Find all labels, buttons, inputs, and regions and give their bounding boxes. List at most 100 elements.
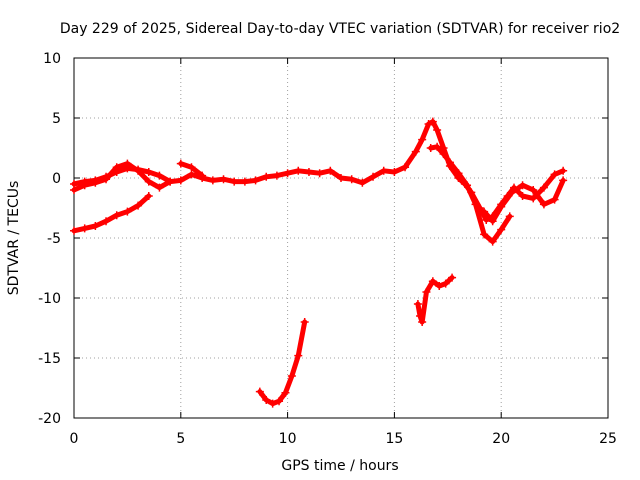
data-point [275,397,284,406]
data-point [497,225,506,234]
series-arc-main [70,117,568,224]
data-point [416,312,425,320]
data-point [102,175,111,184]
data-point [379,166,388,175]
x-tick-label: 5 [176,431,185,447]
data-point [529,194,538,203]
data-point [418,135,427,144]
data-point [123,159,132,168]
series-trace [257,319,308,407]
data-point [507,188,516,197]
data-point [262,172,271,181]
axis-ticks [73,57,609,419]
data-point [441,279,450,288]
data-point [480,230,489,239]
x-tick-label: 25 [599,431,617,447]
data-point [304,168,313,176]
data-point [411,147,420,156]
data-point [144,177,153,186]
y-tick-label: -10 [38,291,61,307]
data-points [70,117,568,408]
data-point [488,217,497,226]
data-point [91,222,100,230]
data-point [187,170,196,179]
data-point [176,176,185,185]
grid [74,58,608,418]
data-point [488,237,497,246]
data-point [413,300,422,308]
data-point [426,144,435,152]
data-point [358,178,367,187]
data-point [80,224,89,233]
data-point [550,195,559,204]
x-tick-label: 15 [385,431,403,447]
data-point [480,207,489,216]
series-trace [428,144,513,245]
data-point [471,200,480,209]
data-point [448,273,457,282]
y-tick-label: -15 [38,351,61,367]
series-arc-late-high [480,176,568,226]
y-tick-label: -20 [38,411,61,427]
data-point [326,166,335,175]
data-point [505,212,514,221]
series-arc-dip [255,318,309,408]
series-arc-late-low [426,142,514,246]
data-point [112,163,121,172]
data-point [155,183,164,192]
x-tick-labels: 0 5 10 15 20 25 [70,431,617,447]
series-trace [71,119,566,223]
data-point [255,387,264,396]
series-arc-spike [413,273,457,326]
x-tick-label: 0 [70,431,79,447]
x-axis-label: GPS time / hours [281,458,398,474]
data-point [287,372,296,380]
series-trace [481,177,566,224]
chart-title: Day 229 of 2025, Sidereal Day-to-day VTE… [60,21,620,37]
data-point [176,159,185,168]
data-point [518,192,527,200]
data-point [550,170,559,179]
data-point [155,171,164,180]
data-point [369,172,378,181]
data-point [439,150,448,158]
data-point [390,168,399,176]
data-point [91,178,100,187]
data-point [123,207,132,216]
x-tick-label: 10 [279,431,297,447]
data-point [347,175,356,184]
data-point [283,169,292,178]
data-point [281,388,290,397]
data-point [198,171,207,180]
data-point [435,282,444,290]
data-point [294,166,303,175]
data-point [539,183,548,192]
data-point [240,177,249,186]
data-point [144,168,153,176]
y-tick-labels: -20 -15 -10 -5 0 5 10 [38,51,61,427]
series-arc-afternoon-offset [176,159,207,180]
data-point [112,211,121,220]
data-point [134,201,143,210]
data-point [230,177,239,186]
y-tick-label: 10 [43,51,61,67]
y-tick-label: 5 [52,111,61,127]
data-point [251,176,260,185]
data-point [262,396,271,404]
y-axis-label: SDTVAR / TECUs [6,181,22,296]
data-point [529,186,538,194]
data-point [144,192,153,200]
data-point [428,117,437,126]
data-point [268,399,277,408]
data-point [559,166,568,175]
data-point [166,177,175,186]
data-point [422,288,431,296]
data-point [337,174,345,182]
data-point [401,163,410,172]
data-point [497,202,506,211]
data-point [208,176,217,185]
series-arc-rising [70,192,153,235]
data-point [428,277,437,286]
x-tick-label: 20 [492,431,510,447]
